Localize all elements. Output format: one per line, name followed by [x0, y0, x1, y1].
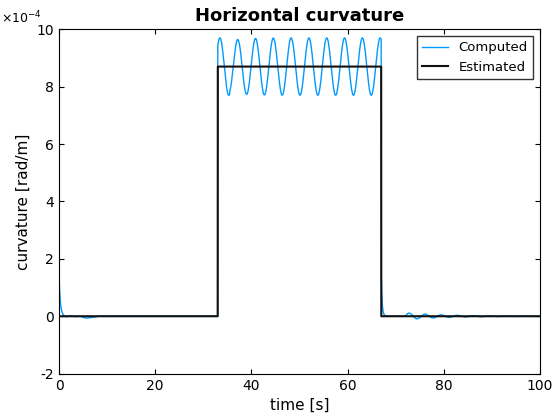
Computed — [365, 73, 371, 78]
Estimated — [283, 64, 290, 69]
Estimated — [365, 64, 371, 69]
Line: Computed: Computed — [59, 38, 540, 319]
Computed — [400, 314, 407, 319]
Computed — [283, 66, 290, 71]
Y-axis label: curvature [rad/m]: curvature [rad/m] — [16, 133, 31, 270]
Estimated — [536, 314, 543, 319]
Computed — [217, 35, 223, 40]
Estimated — [347, 64, 353, 69]
Title: Horizontal curvature: Horizontal curvature — [195, 7, 404, 25]
Legend: Computed, Estimated: Computed, Estimated — [417, 36, 533, 79]
Computed — [414, 316, 421, 321]
Computed — [347, 73, 353, 78]
Computed — [55, 270, 62, 276]
Line: Estimated: Estimated — [59, 67, 540, 316]
X-axis label: time [s]: time [s] — [270, 398, 329, 413]
Estimated — [214, 64, 221, 69]
Estimated — [55, 314, 62, 319]
Text: $\times10^{-4}$: $\times10^{-4}$ — [1, 9, 42, 26]
Estimated — [175, 314, 182, 319]
Computed — [505, 314, 512, 319]
Computed — [175, 314, 182, 319]
Estimated — [400, 314, 407, 319]
Computed — [536, 314, 543, 319]
Estimated — [505, 314, 512, 319]
